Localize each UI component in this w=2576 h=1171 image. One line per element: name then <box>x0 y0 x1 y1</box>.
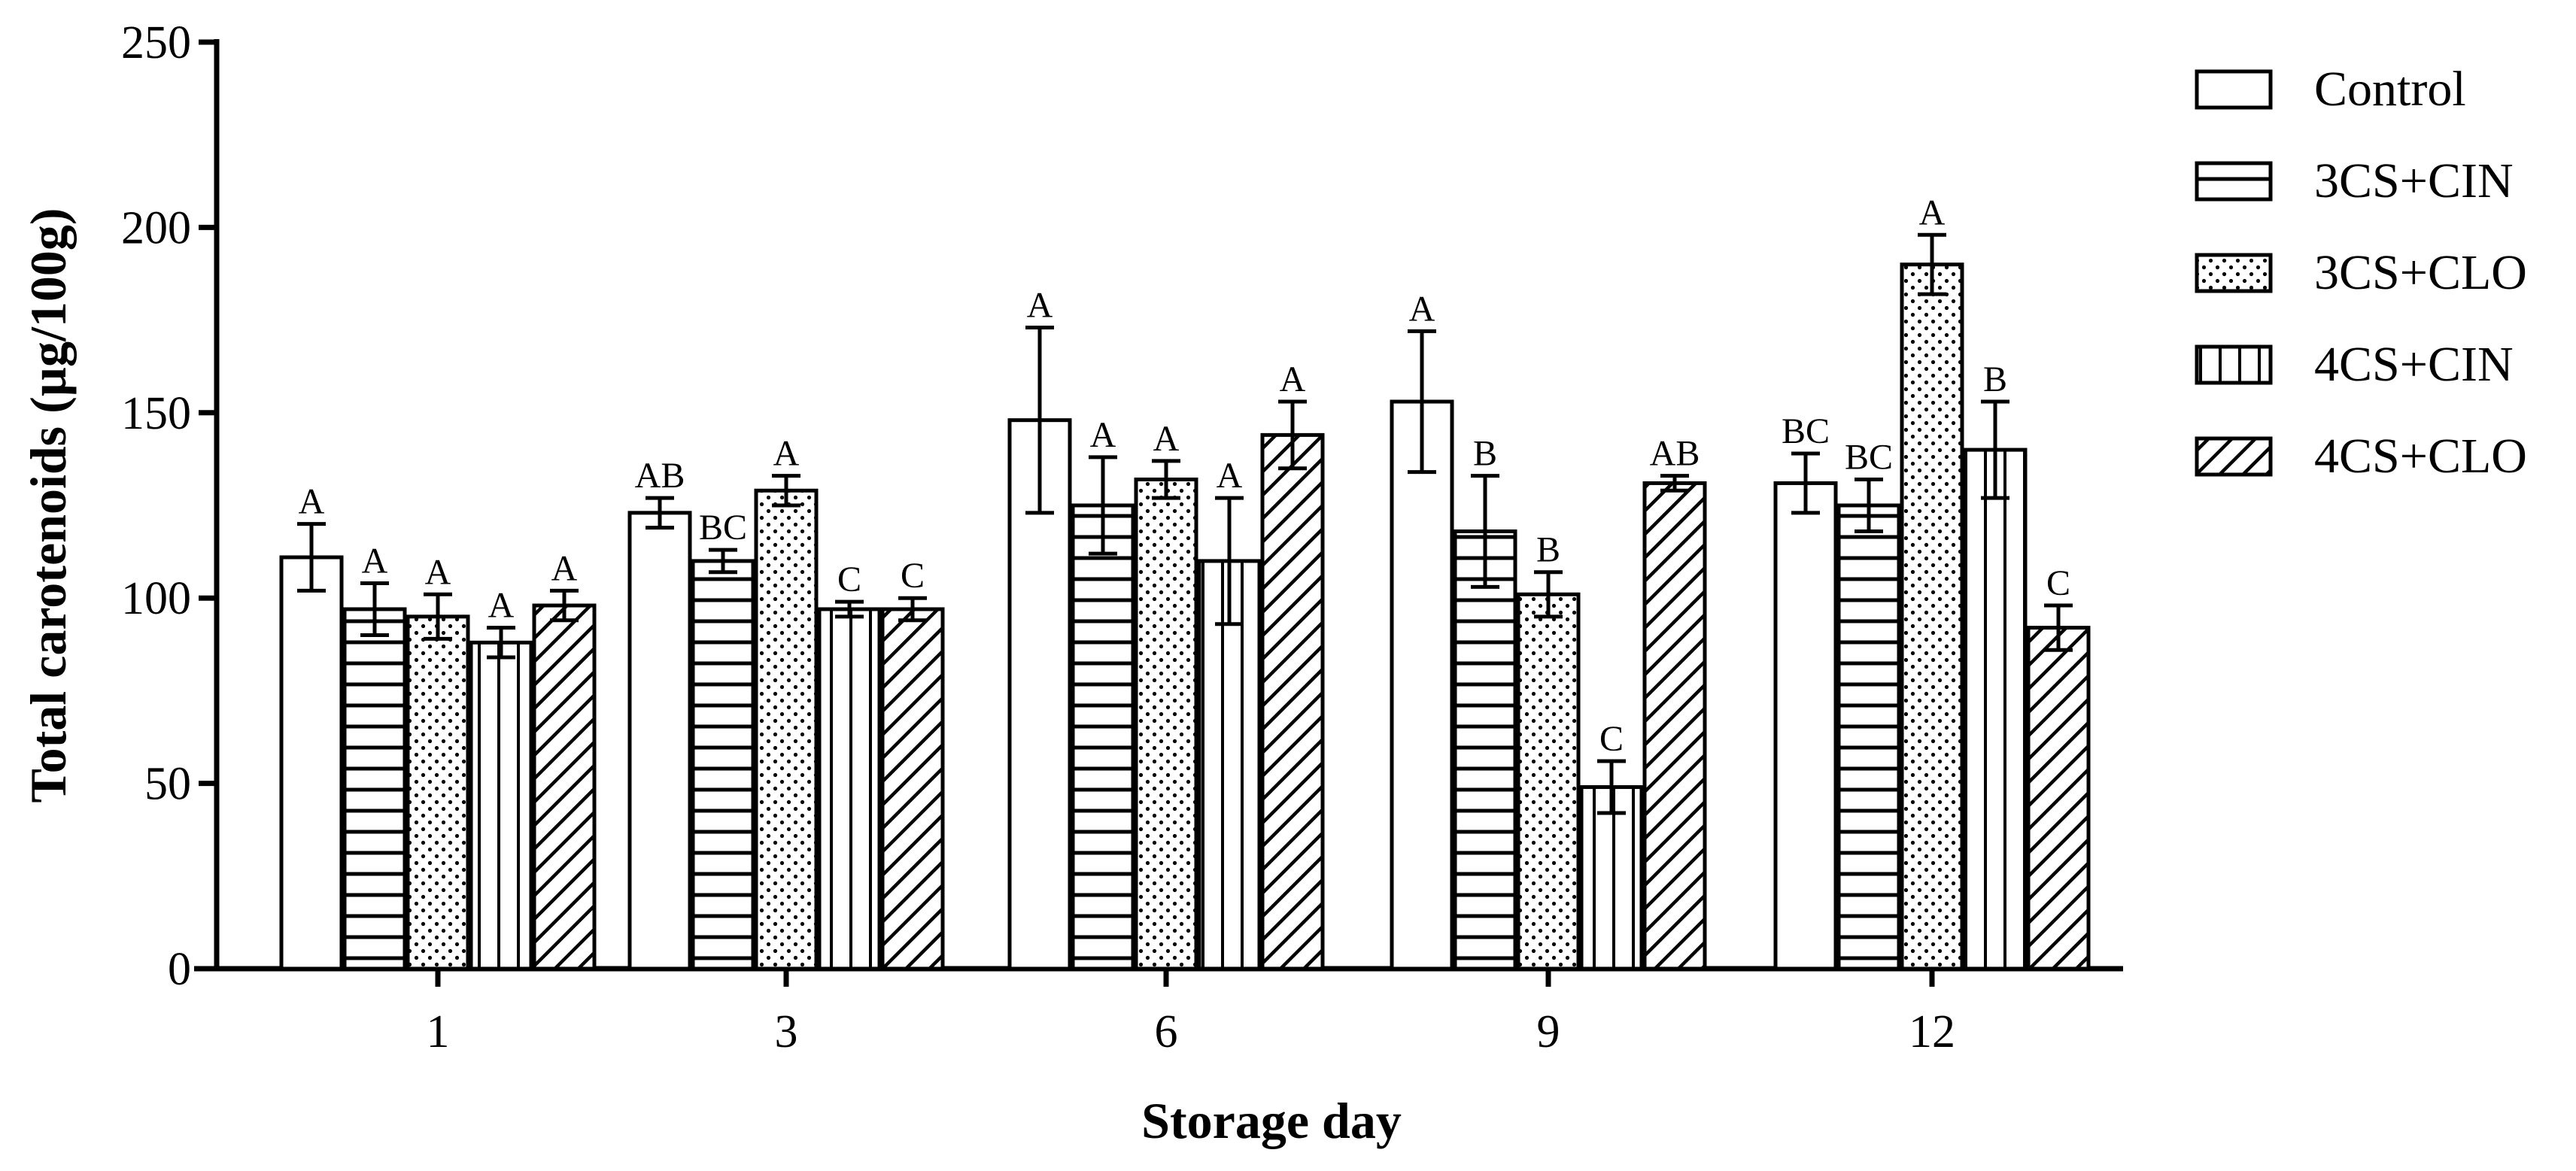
significance-label: BC <box>699 508 747 548</box>
x-tick-label: 9 <box>1537 1006 1560 1057</box>
significance-label: C <box>901 556 925 596</box>
significance-label: A <box>1027 285 1053 325</box>
bar <box>406 614 470 971</box>
significance-label: A <box>1090 415 1116 455</box>
bar <box>469 640 533 971</box>
bar <box>754 488 819 971</box>
bar <box>1963 447 2028 971</box>
y-tick-label: 250 <box>121 17 191 68</box>
axis-labels: 0 50 100 150 200 250 1 3 6 9 12 Storage day Total ca… <box>20 17 2070 1149</box>
bar <box>691 559 755 971</box>
bar <box>1579 785 1644 971</box>
legend-label: 4CS+CIN <box>2314 337 2514 392</box>
x-axis-title: Storage day <box>1141 1092 1402 1149</box>
bar <box>817 607 882 971</box>
legend-swatch <box>2195 436 2273 477</box>
significance-label: BC <box>1782 411 1830 451</box>
significance-label: A <box>362 541 388 581</box>
legend: Control 3CS+CIN 3CS+CLO 4CS+CIN 4CS+CLO <box>2195 62 2527 484</box>
bar <box>1642 481 1707 971</box>
significance-label: A <box>1280 359 1306 399</box>
legend-label: 4CS+CLO <box>2314 429 2527 484</box>
bar <box>1773 481 1838 971</box>
bar <box>279 555 344 971</box>
x-tick-label: 6 <box>1155 1006 1178 1057</box>
bars <box>279 232 2091 971</box>
bar <box>532 603 597 971</box>
legend-label: 3CS+CIN <box>2314 153 2514 208</box>
bar <box>1836 503 1901 971</box>
bar <box>2026 626 2091 971</box>
x-tick-label: 3 <box>775 1006 798 1057</box>
significance-label: AB <box>635 456 685 496</box>
y-tick-label: 150 <box>121 388 191 439</box>
y-tick-label: 50 <box>144 759 191 810</box>
significance-label: BC <box>1845 438 1893 478</box>
significance-label: C <box>1599 719 1624 759</box>
bar <box>1134 478 1198 971</box>
legend-swatch <box>2195 69 2273 110</box>
y-axis-title: Total carotenoids (µg/100g) <box>20 208 77 803</box>
y-tick-label: 0 <box>168 944 191 995</box>
significance-label: B <box>1473 434 1497 474</box>
bar <box>880 607 945 971</box>
bar <box>342 607 407 971</box>
significance-label: B <box>1536 530 1560 570</box>
legend-swatch <box>2195 253 2273 293</box>
legend-label: 3CS+CLO <box>2314 245 2527 300</box>
bar <box>1197 559 1262 971</box>
significance-label: A <box>425 552 451 592</box>
x-tick-label: 12 <box>1909 1006 1955 1057</box>
bar <box>1260 432 1325 971</box>
bar <box>1900 262 1964 971</box>
x-tick-label: 1 <box>427 1006 450 1057</box>
bar <box>1453 529 1517 971</box>
significance-label: A <box>488 586 515 626</box>
significance-label: A <box>1153 419 1180 459</box>
legend-label: Control <box>2314 62 2466 117</box>
legend-swatch <box>2195 161 2273 202</box>
significance-label: C <box>2046 563 2070 603</box>
significance-label: A <box>1217 456 1243 496</box>
significance-label: A <box>773 434 800 474</box>
y-tick-label: 100 <box>121 573 191 624</box>
significance-label: B <box>1983 359 2007 399</box>
legend-swatch <box>2195 344 2273 385</box>
significance-label: C <box>837 560 861 599</box>
bar <box>627 511 692 971</box>
bar <box>1071 503 1135 971</box>
bar <box>1516 592 1581 971</box>
significance-label: A <box>551 548 578 588</box>
y-tick-label: 200 <box>121 202 191 253</box>
significance-label: A <box>299 482 325 522</box>
bar <box>1390 399 1454 971</box>
significance-label: AB <box>1650 434 1700 474</box>
significance-label: A <box>1409 289 1435 329</box>
significance-label: A <box>1919 193 1946 232</box>
